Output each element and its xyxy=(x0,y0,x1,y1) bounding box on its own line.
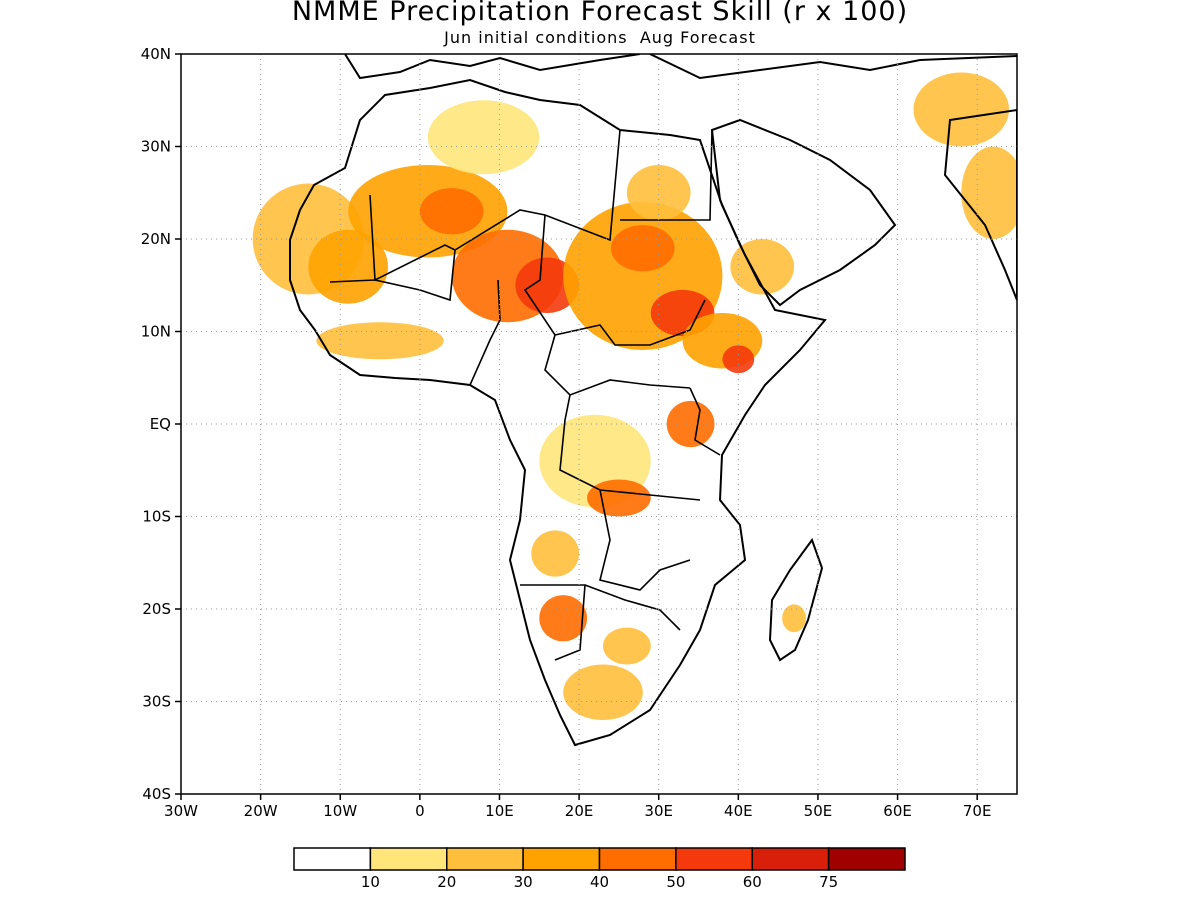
legend-swatch xyxy=(522,847,601,871)
lon-tick-label: 70E xyxy=(963,802,992,820)
skill-region-18 xyxy=(587,479,651,517)
legend-swatch xyxy=(446,847,524,871)
map-title: NMME Precipitation Forecast Skill (r x 1… xyxy=(291,0,909,27)
skill-region-1 xyxy=(308,229,389,304)
anatolia-coastline xyxy=(649,54,1017,80)
skill-region-11 xyxy=(730,239,795,295)
legend-label: 40 xyxy=(590,873,609,891)
lon-tick-label: 20E xyxy=(565,802,594,820)
lon-tick-label: 50E xyxy=(804,802,833,820)
africa-coastline xyxy=(289,78,827,747)
skill-region-24 xyxy=(782,604,807,633)
lat-tick-label: 10S xyxy=(142,508,171,526)
legend-swatch xyxy=(675,847,753,871)
lon-tick-label: 0 xyxy=(415,802,425,820)
skill-region-13 xyxy=(626,165,691,221)
legend-label: 10 xyxy=(361,873,380,891)
skill-region-12 xyxy=(427,100,540,175)
legend-label: 60 xyxy=(743,873,762,891)
lat-tick-label: 10N xyxy=(141,323,171,341)
legend-swatch xyxy=(598,847,677,871)
legend-swatch xyxy=(369,847,448,871)
map-subtitle: Jun initial conditions Aug Forecast xyxy=(444,28,756,47)
skill-region-3 xyxy=(419,188,484,235)
lon-tick-label: 40E xyxy=(724,802,753,820)
legend-swatch xyxy=(293,847,372,871)
lat-tick-label: 30S xyxy=(142,693,171,711)
lat-tick-label: 20N xyxy=(141,230,171,248)
skill-region-15 xyxy=(961,146,1017,239)
legend-label: 20 xyxy=(437,873,456,891)
africa-landmass xyxy=(289,54,1017,747)
skill-region-16 xyxy=(316,322,444,360)
lon-tick-label: 60E xyxy=(883,802,912,820)
skill-region-22 xyxy=(563,664,643,720)
legend-label: 30 xyxy=(514,873,533,891)
lat-tick-label: 30N xyxy=(141,138,171,156)
grid-lines xyxy=(181,54,1017,794)
india-coastline xyxy=(943,108,1017,301)
lat-tick-label: EQ xyxy=(150,415,171,433)
skill-region-23 xyxy=(602,627,651,665)
legend-label: 50 xyxy=(666,873,685,891)
skill-region-19 xyxy=(666,400,715,448)
lon-tick-label: 20W xyxy=(244,802,278,820)
lat-tick-label: 40N xyxy=(141,45,171,63)
madagascar-coastline xyxy=(768,537,824,662)
skill-region-20 xyxy=(531,530,580,577)
lat-tick-label: 20S xyxy=(142,600,171,618)
legend-swatch xyxy=(827,847,906,871)
legend-swatch xyxy=(751,847,830,871)
legend-label: 75 xyxy=(819,873,838,891)
lon-tick-label: 30W xyxy=(164,802,198,820)
europe-coastline xyxy=(344,54,641,80)
skill-region-21 xyxy=(539,595,588,642)
lon-tick-label: 10E xyxy=(485,802,514,820)
lon-tick-label: 30E xyxy=(644,802,673,820)
skill-region-7 xyxy=(610,225,675,272)
lon-tick-label: 10W xyxy=(323,802,357,820)
arabia-coastline xyxy=(710,118,897,307)
skill-field xyxy=(252,72,1017,720)
lat-tick-label: 40S xyxy=(142,785,171,803)
skill-region-14 xyxy=(913,72,1010,147)
color-legend: 10 20 30 40 50 60 75 xyxy=(293,847,906,891)
